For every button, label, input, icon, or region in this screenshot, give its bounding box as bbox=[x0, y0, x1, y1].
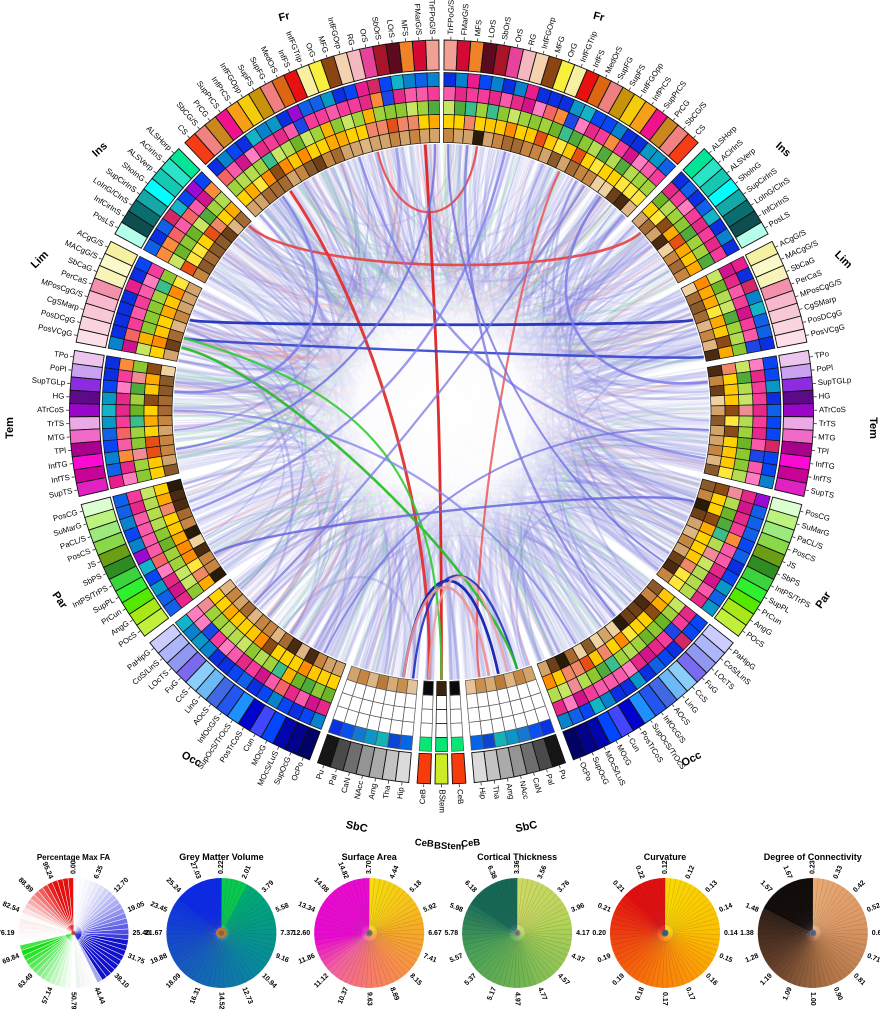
svg-text:Surface Area: Surface Area bbox=[342, 852, 398, 862]
svg-text:5.78: 5.78 bbox=[444, 930, 458, 937]
svg-text:0.23: 0.23 bbox=[810, 860, 817, 874]
svg-text:1.00: 1.00 bbox=[809, 992, 816, 1006]
svg-text:CeB: CeB bbox=[418, 789, 428, 805]
svg-text:0.22: 0.22 bbox=[218, 860, 225, 874]
svg-text:BStem: BStem bbox=[434, 840, 464, 852]
svg-text:4.17: 4.17 bbox=[576, 930, 590, 937]
svg-text:0.14: 0.14 bbox=[724, 930, 738, 937]
svg-text:MFS: MFS bbox=[399, 19, 410, 36]
svg-text:1.38: 1.38 bbox=[740, 930, 754, 937]
svg-text:76.19: 76.19 bbox=[0, 930, 15, 937]
svg-text:TPl: TPl bbox=[54, 446, 67, 456]
svg-text:3.70: 3.70 bbox=[366, 860, 373, 874]
svg-text:50.79: 50.79 bbox=[70, 992, 77, 1009]
svg-text:MFS: MFS bbox=[473, 19, 484, 36]
svg-text:TrFPoG/S: TrFPoG/S bbox=[427, 0, 437, 35]
svg-text:0.17: 0.17 bbox=[661, 992, 668, 1006]
svg-text:4.97: 4.97 bbox=[513, 992, 520, 1006]
svg-text:9.63: 9.63 bbox=[365, 992, 372, 1006]
svg-text:0.00: 0.00 bbox=[70, 860, 77, 874]
svg-text:Hip: Hip bbox=[477, 787, 487, 800]
svg-text:3.36: 3.36 bbox=[514, 860, 521, 874]
svg-text:CeB: CeB bbox=[455, 789, 465, 805]
svg-text:0.61: 0.61 bbox=[872, 930, 880, 937]
svg-text:HG: HG bbox=[52, 391, 64, 400]
svg-text:Tem: Tem bbox=[4, 417, 16, 439]
svg-text:Hip: Hip bbox=[395, 786, 405, 799]
svg-text:CeB: CeB bbox=[461, 837, 481, 850]
svg-text:MTG: MTG bbox=[47, 432, 65, 442]
svg-text:14.52: 14.52 bbox=[218, 992, 225, 1009]
svg-text:HG: HG bbox=[819, 391, 831, 400]
svg-text:Degree of Connectivity: Degree of Connectivity bbox=[764, 852, 862, 862]
svg-text:PoPl: PoPl bbox=[816, 363, 834, 374]
svg-text:Percentage Max FA: Percentage Max FA bbox=[37, 853, 111, 862]
svg-text:FMarG/S: FMarG/S bbox=[460, 3, 471, 35]
svg-text:ATrCoS: ATrCoS bbox=[37, 405, 64, 414]
svg-text:TrTS: TrTS bbox=[819, 419, 836, 429]
svg-text:BStem: BStem bbox=[437, 790, 446, 813]
svg-text:Grey Matter Volume: Grey Matter Volume bbox=[179, 852, 263, 862]
svg-text:0.12: 0.12 bbox=[662, 860, 669, 874]
svg-text:CeB: CeB bbox=[414, 837, 434, 850]
svg-text:TrTS: TrTS bbox=[47, 419, 64, 429]
svg-text:MTG: MTG bbox=[818, 432, 836, 442]
svg-text:21.67: 21.67 bbox=[145, 930, 163, 937]
svg-text:12.60: 12.60 bbox=[293, 930, 311, 937]
svg-text:TrFPoG/S: TrFPoG/S bbox=[446, 0, 456, 35]
svg-text:Curvature: Curvature bbox=[644, 852, 687, 862]
svg-text:PoPl: PoPl bbox=[50, 363, 68, 374]
svg-text:0.20: 0.20 bbox=[592, 930, 606, 937]
svg-text:ATrCoS: ATrCoS bbox=[819, 405, 846, 414]
svg-text:6.67: 6.67 bbox=[428, 930, 442, 937]
svg-text:FMarG/S: FMarG/S bbox=[413, 3, 424, 35]
svg-text:Cortical Thickness: Cortical Thickness bbox=[477, 852, 557, 862]
svg-text:Tem: Tem bbox=[867, 417, 879, 439]
svg-text:TPl: TPl bbox=[817, 446, 830, 456]
